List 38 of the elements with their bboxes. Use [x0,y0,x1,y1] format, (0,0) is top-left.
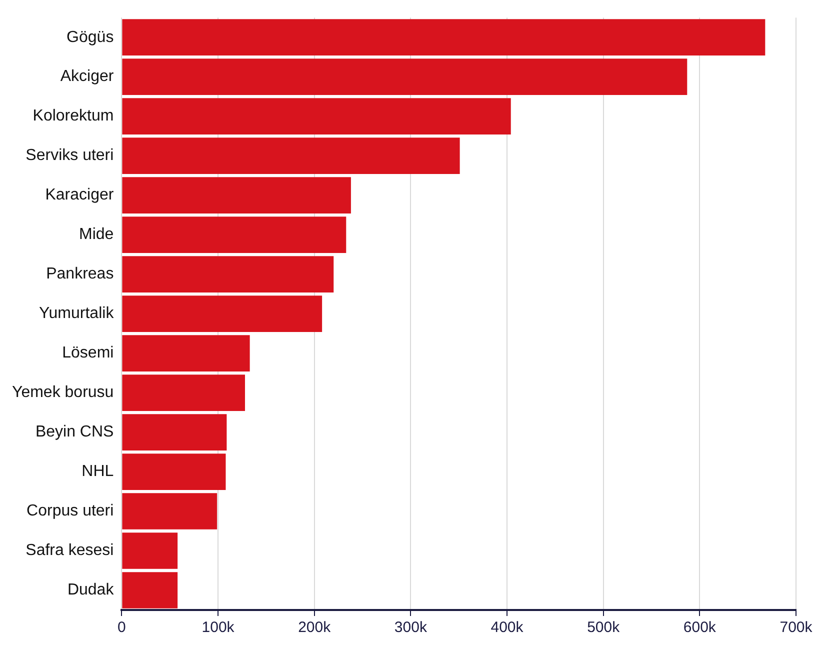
y-tick-label: Beyin CNS [35,424,114,441]
y-tick-label: Kolorektum [32,108,114,125]
bar [122,138,460,174]
y-tick-label: Pankreas [46,266,114,283]
bar [122,98,511,134]
bar [122,532,178,569]
y-tick-label: Mide [79,226,114,244]
x-tick-label: 100k [202,619,235,636]
bar [122,296,322,332]
y-tick-label: Lösemi [62,344,114,362]
x-tick-label: 200k [298,619,332,636]
y-tick-label: Dudak [67,582,115,599]
bar [122,572,178,608]
y-tick-label: Yumurtalik [38,305,115,322]
bar [122,256,334,292]
bar [122,374,245,411]
y-tick-label: Serviks uteri [26,147,114,164]
y-tick-label: Corpus uteri [26,502,114,520]
x-tick-label: 0 [118,619,126,636]
x-tick-label: 700k [780,619,813,636]
x-tick-label: 400k [490,619,524,636]
y-tick-label: Karaciger [45,186,114,204]
y-tick-label: Akciger [60,68,114,86]
y-tick-label: Gögüs [66,28,114,46]
x-tick-label: 300k [394,619,428,636]
y-tick-label: Yemek borusu [12,384,114,402]
x-tick-label: 600k [683,619,716,636]
bar [122,216,346,253]
bar [122,454,226,490]
bar [122,58,688,96]
bar [122,177,351,214]
bar [122,493,218,530]
bar [122,414,227,450]
x-tick-label: 500k [587,619,620,636]
y-tick-label: NHL [82,463,114,480]
y-tick-label: Safra kesesi [26,542,114,560]
bar [122,335,250,372]
bar [122,19,766,56]
